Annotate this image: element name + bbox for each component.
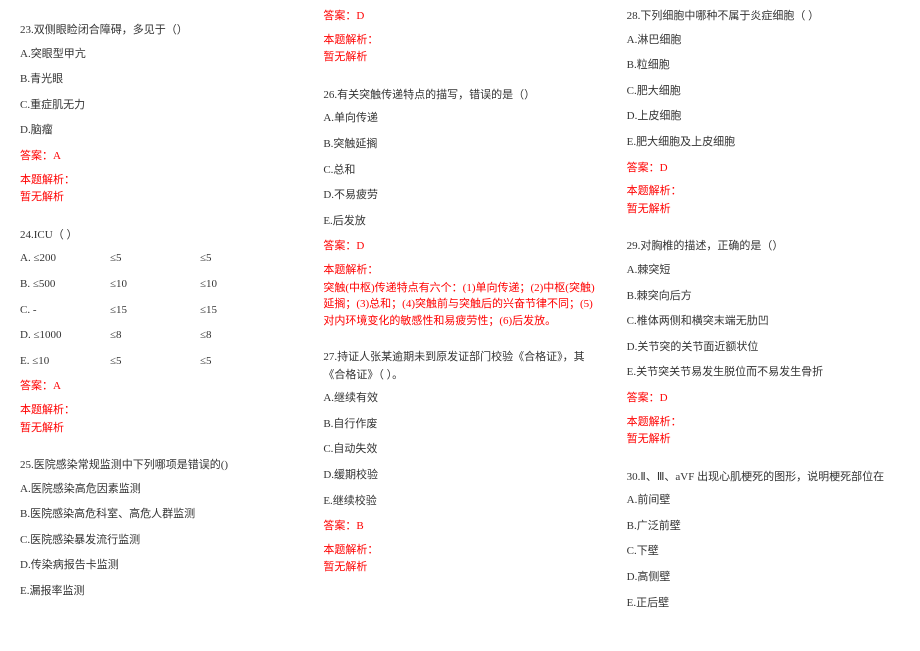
prev-analysis-label: 本题解析： <box>323 32 596 50</box>
q25-stem: 25.医院感染常规监测中下列哪项是错误的() <box>20 457 293 475</box>
q29-analysis-label: 本题解析： <box>627 414 900 432</box>
prev-analysis-none: 暂无解析 <box>323 49 596 67</box>
q30-opt-b: B.广泛前壁 <box>627 518 900 536</box>
q28-opt-d: D.上皮细胞 <box>627 108 900 126</box>
q24-b-c3: ≤10 <box>200 276 260 294</box>
q24-c-c3: ≤15 <box>200 302 260 320</box>
q25-opt-e: E.漏报率监测 <box>20 583 293 601</box>
q24-d-c3: ≤8 <box>200 327 260 345</box>
q24-row-e: E. ≤10 ≤5 ≤5 <box>20 353 293 371</box>
exam-page: 23.双侧眼睑闭合障碍，多见于（） A.突眼型甲亢 B.青光眼 C.重症肌无力 … <box>0 0 920 628</box>
q25-opt-b: B.医院感染高危科室、高危人群监测 <box>20 506 293 524</box>
q24-b-c2: ≤10 <box>110 276 200 294</box>
q24-b-c1: B. ≤500 <box>20 276 110 294</box>
q28-analysis-label: 本题解析： <box>627 183 900 201</box>
q23-analysis-label: 本题解析： <box>20 172 293 190</box>
q26-analysis-label: 本题解析： <box>323 262 596 280</box>
q26-opt-a: A.单向传递 <box>323 110 596 128</box>
prev-answer: 答案：D <box>323 8 596 26</box>
q27-answer: 答案：B <box>323 518 596 536</box>
q24-a-c3: ≤5 <box>200 250 260 268</box>
q24-stem: 24.ICU（ ） <box>20 227 293 245</box>
q27-opt-d: D.缓期校验 <box>323 467 596 485</box>
q26-opt-b: B.突触延搁 <box>323 136 596 154</box>
q29-opt-e: E.关节突关节易发生脱位而不易发生骨折 <box>627 364 900 382</box>
q23-opt-b: B.青光眼 <box>20 71 293 89</box>
q30-opt-e: E.正后壁 <box>627 595 900 613</box>
q28-answer: 答案：D <box>627 160 900 178</box>
q24-analysis-label: 本题解析： <box>20 402 293 420</box>
q24-d-c2: ≤8 <box>110 327 200 345</box>
q24-answer: 答案：A <box>20 378 293 396</box>
q24-c-c1: C. - <box>20 302 110 320</box>
q29-opt-c: C.椎体两侧和横突末端无肋凹 <box>627 313 900 331</box>
q25-opt-d: D.传染病报告卡监测 <box>20 557 293 575</box>
q24-e-c2: ≤5 <box>110 353 200 371</box>
q29-opt-d: D.关节突的关节面近额状位 <box>627 339 900 357</box>
q27-opt-b: B.自行作废 <box>323 416 596 434</box>
q30-opt-a: A.前间壁 <box>627 492 900 510</box>
q23-opt-d: D.脑瘤 <box>20 122 293 140</box>
q27-stem: 27.持证人张某逾期未到原发证部门校验《合格证》，其《合格证》（ ）。 <box>323 349 596 384</box>
column-2: 答案：D 本题解析： 暂无解析 26.有关突触传递特点的描写，错误的是（） A.… <box>323 8 596 620</box>
q24-row-d: D. ≤1000 ≤8 ≤8 <box>20 327 293 345</box>
q24-a-c2: ≤5 <box>110 250 200 268</box>
q27-opt-a: A.继续有效 <box>323 390 596 408</box>
q24-row-b: B. ≤500 ≤10 ≤10 <box>20 276 293 294</box>
q26-opt-c: C.总和 <box>323 162 596 180</box>
q23-analysis-none: 暂无解析 <box>20 189 293 207</box>
q28-opt-c: C.肥大细胞 <box>627 83 900 101</box>
q25-opt-a: A.医院感染高危因素监测 <box>20 481 293 499</box>
q28-analysis-none: 暂无解析 <box>627 201 900 219</box>
q23-opt-c: C.重症肌无力 <box>20 97 293 115</box>
q26-opt-e: E.后发放 <box>323 213 596 231</box>
q28-opt-a: A.淋巴细胞 <box>627 32 900 50</box>
q23-opt-a: A.突眼型甲亢 <box>20 46 293 64</box>
q24-analysis-none: 暂无解析 <box>20 420 293 438</box>
q24-row-c: C. - ≤15 ≤15 <box>20 302 293 320</box>
q25-opt-c: C.医院感染暴发流行监测 <box>20 532 293 550</box>
q26-opt-d: D.不易疲劳 <box>323 187 596 205</box>
q24-c-c2: ≤15 <box>110 302 200 320</box>
q29-opt-a: A.棘突短 <box>627 262 900 280</box>
q28-stem: 28.下列细胞中哪种不属于炎症细胞（ ） <box>627 8 900 26</box>
q27-opt-e: E.继续校验 <box>323 493 596 511</box>
column-3: 28.下列细胞中哪种不属于炎症细胞（ ） A.淋巴细胞 B.粒细胞 C.肥大细胞… <box>627 8 900 620</box>
q29-answer: 答案：D <box>627 390 900 408</box>
q28-opt-b: B.粒细胞 <box>627 57 900 75</box>
q27-analysis-none: 暂无解析 <box>323 559 596 577</box>
column-1: 23.双侧眼睑闭合障碍，多见于（） A.突眼型甲亢 B.青光眼 C.重症肌无力 … <box>20 8 293 620</box>
q24-a-c1: A. ≤200 <box>20 250 110 268</box>
q29-opt-b: B.棘突向后方 <box>627 288 900 306</box>
q24-e-c1: E. ≤10 <box>20 353 110 371</box>
q27-analysis-label: 本题解析： <box>323 542 596 560</box>
q30-opt-c: C.下壁 <box>627 543 900 561</box>
q23-answer: 答案：A <box>20 148 293 166</box>
q24-e-c3: ≤5 <box>200 353 260 371</box>
q24-d-c1: D. ≤1000 <box>20 327 110 345</box>
q30-stem: 30.Ⅱ、Ⅲ、aVF 出现心肌梗死的图形，说明梗死部位在 <box>627 469 900 487</box>
q28-opt-e: E.肥大细胞及上皮细胞 <box>627 134 900 152</box>
q26-stem: 26.有关突触传递特点的描写，错误的是（） <box>323 87 596 105</box>
q29-stem: 29.对胸椎的描述，正确的是（） <box>627 238 900 256</box>
q24-row-a: A. ≤200 ≤5 ≤5 <box>20 250 293 268</box>
q26-analysis-text: 突触(中枢)传递特点有六个：(1)单向传递；(2)中枢(突触)延搁；(3)总和；… <box>323 280 596 330</box>
q27-opt-c: C.自动失效 <box>323 441 596 459</box>
q23-stem: 23.双侧眼睑闭合障碍，多见于（） <box>20 22 293 40</box>
q26-answer: 答案：D <box>323 238 596 256</box>
q29-analysis-none: 暂无解析 <box>627 431 900 449</box>
q30-opt-d: D.高侧壁 <box>627 569 900 587</box>
